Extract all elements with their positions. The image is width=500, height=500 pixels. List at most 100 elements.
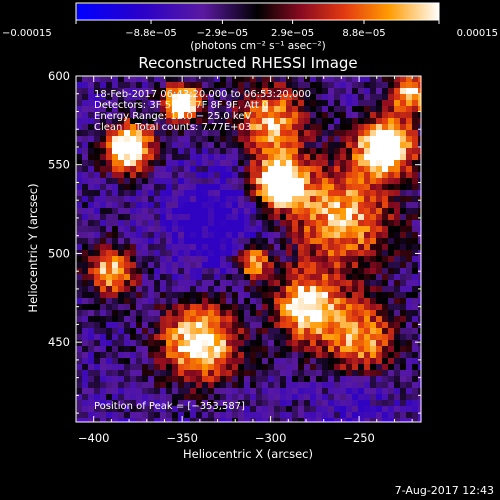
heatmap-cell: [328, 346, 334, 352]
heatmap-cell: [160, 118, 166, 124]
heatmap-cell: [316, 136, 322, 142]
heatmap-cell: [328, 358, 334, 364]
heatmap-cell: [262, 256, 268, 262]
heatmap-cell: [364, 352, 370, 358]
heatmap-cell: [232, 232, 238, 238]
heatmap-cell: [226, 202, 232, 208]
heatmap-cell: [250, 370, 256, 376]
heatmap-cell: [358, 262, 364, 268]
heatmap-cell: [268, 172, 274, 178]
heatmap-cell: [310, 82, 316, 88]
heatmap-cell: [154, 418, 160, 422]
heatmap-cell: [358, 388, 364, 394]
heatmap-cell: [130, 178, 136, 184]
heatmap-cell: [250, 412, 256, 418]
heatmap-cell: [166, 274, 172, 280]
heatmap-cell: [376, 376, 382, 382]
heatmap-cell: [178, 286, 184, 292]
heatmap-cell: [250, 280, 256, 286]
heatmap-cell: [388, 364, 394, 370]
heatmap-cell: [418, 124, 421, 130]
heatmap-cell: [130, 322, 136, 328]
heatmap-cell: [202, 142, 208, 148]
heatmap-cell: [358, 184, 364, 190]
heatmap-cell: [94, 178, 100, 184]
heatmap-cell: [118, 136, 124, 142]
heatmap-cell: [316, 190, 322, 196]
heatmap-cell: [316, 160, 322, 166]
heatmap-cell: [118, 352, 124, 358]
heatmap-cell: [256, 388, 262, 394]
heatmap-cell: [208, 154, 214, 160]
heatmap-cell: [286, 226, 292, 232]
heatmap-cell: [358, 214, 364, 220]
heatmap-cell: [196, 304, 202, 310]
heatmap-cell: [358, 166, 364, 172]
heatmap-cell: [136, 346, 142, 352]
heatmap-cell: [154, 172, 160, 178]
x-tick-label: −300: [255, 431, 287, 445]
heatmap-cell: [274, 178, 280, 184]
heatmap-cell: [298, 130, 304, 136]
heatmap-cell: [334, 322, 340, 328]
heatmap-cell: [328, 130, 334, 136]
heatmap-cell: [136, 418, 142, 422]
heatmap-cell: [160, 286, 166, 292]
heatmap-cell: [364, 190, 370, 196]
heatmap-cell: [172, 232, 178, 238]
heatmap-cell: [310, 232, 316, 238]
heatmap-cell: [232, 268, 238, 274]
heatmap-cell: [322, 232, 328, 238]
heatmap-cell: [238, 154, 244, 160]
heatmap-cell: [136, 214, 142, 220]
heatmap-cell: [280, 220, 286, 226]
heatmap-cell: [88, 400, 94, 406]
heatmap-cell: [226, 358, 232, 364]
heatmap-cell: [136, 292, 142, 298]
heatmap-cell: [280, 340, 286, 346]
heatmap-cell: [214, 76, 220, 82]
heatmap-cell: [316, 292, 322, 298]
heatmap-cell: [328, 232, 334, 238]
heatmap-cell: [232, 388, 238, 394]
heatmap-cell: [334, 418, 340, 422]
heatmap-cell: [280, 346, 286, 352]
heatmap-cell: [172, 400, 178, 406]
heatmap-cell: [268, 190, 274, 196]
heatmap-cell: [388, 316, 394, 322]
heatmap-cell: [292, 286, 298, 292]
heatmap-cell: [88, 322, 94, 328]
heatmap-cell: [130, 406, 136, 412]
heatmap-cell: [94, 352, 100, 358]
heatmap-cell: [388, 118, 394, 124]
heatmap-cell: [280, 112, 286, 118]
heatmap-cell: [244, 346, 250, 352]
heatmap-cell: [142, 172, 148, 178]
heatmap-cell: [148, 244, 154, 250]
heatmap-cell: [124, 352, 130, 358]
heatmap-cell: [304, 106, 310, 112]
heatmap-cell: [106, 208, 112, 214]
heatmap-cell: [286, 94, 292, 100]
heatmap-cell: [292, 274, 298, 280]
heatmap-cell: [202, 292, 208, 298]
heatmap-cell: [106, 268, 112, 274]
heatmap-cell: [238, 238, 244, 244]
heatmap-cell: [232, 316, 238, 322]
heatmap-cell: [118, 418, 124, 422]
heatmap-cell: [280, 268, 286, 274]
heatmap-cell: [322, 376, 328, 382]
heatmap-cell: [394, 418, 400, 422]
heatmap-cell: [316, 412, 322, 418]
heatmap-cell: [214, 382, 220, 388]
heatmap-cell: [364, 100, 370, 106]
heatmap-cell: [400, 292, 406, 298]
heatmap-cell: [334, 238, 340, 244]
peak-position-label: Position of Peak = [−353,587]: [94, 401, 245, 412]
heatmap-cell: [136, 94, 142, 100]
heatmap-cell: [196, 418, 202, 422]
heatmap-cell: [292, 136, 298, 142]
heatmap-cell: [322, 244, 328, 250]
heatmap-cell: [118, 100, 124, 106]
heatmap-cell: [100, 88, 106, 94]
